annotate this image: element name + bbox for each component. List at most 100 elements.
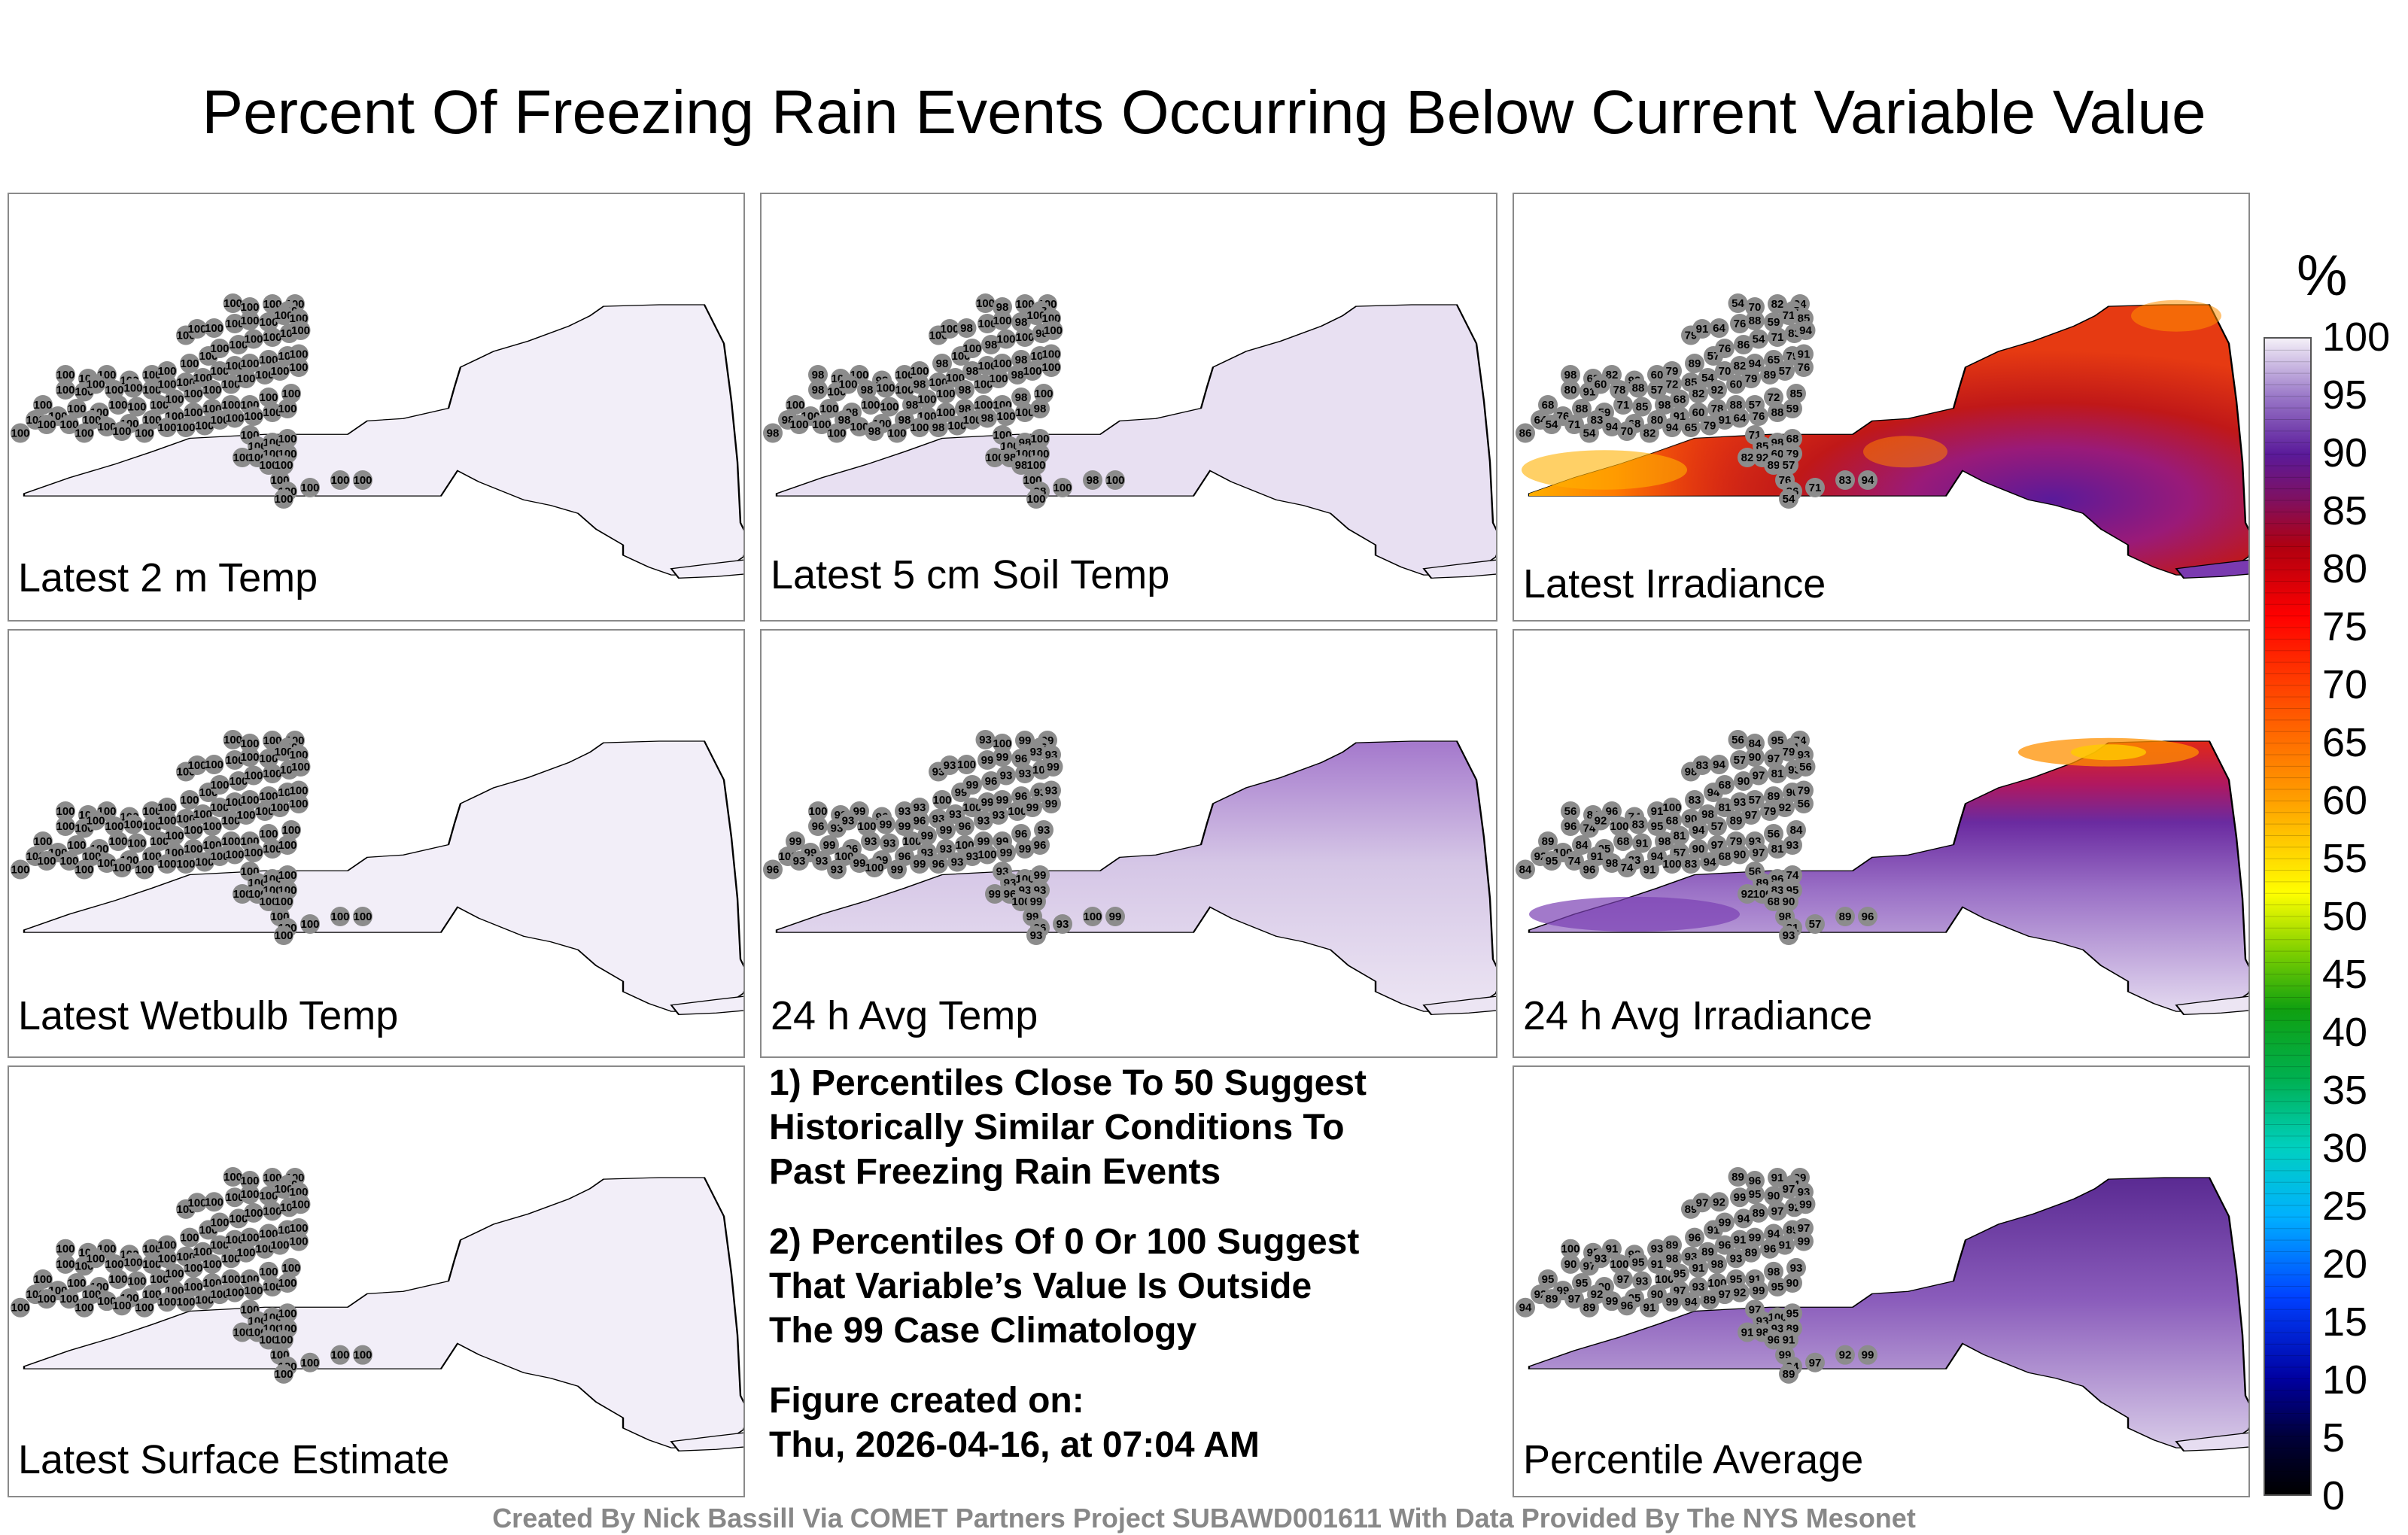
station-dot bbox=[1794, 1231, 1814, 1251]
station-dot bbox=[962, 847, 982, 866]
station-value: 100 bbox=[210, 414, 229, 427]
colorbar-tick-90: 90 bbox=[2322, 430, 2368, 476]
station-value: 79 bbox=[1666, 365, 1679, 378]
station-value: 68 bbox=[1617, 835, 1630, 848]
station-value: 100 bbox=[187, 323, 206, 336]
station-value: 100 bbox=[157, 858, 176, 871]
station-dot bbox=[1026, 892, 1046, 911]
station-value: 100 bbox=[259, 354, 278, 366]
station-dot bbox=[1835, 470, 1855, 490]
station-value: 93 bbox=[1730, 1252, 1743, 1265]
station-value: 93 bbox=[1030, 929, 1043, 942]
station-value: 100 bbox=[142, 1243, 161, 1256]
station-dot bbox=[1015, 839, 1035, 859]
station-value: 82 bbox=[1692, 388, 1705, 400]
station-value: 100 bbox=[278, 1277, 296, 1290]
station-value: 100 bbox=[184, 388, 202, 400]
station-dot bbox=[33, 395, 53, 415]
station-dot bbox=[962, 339, 982, 358]
station-dot bbox=[123, 378, 143, 398]
station-dot bbox=[108, 395, 128, 415]
station-dot bbox=[1783, 835, 1802, 855]
station-value: 86 bbox=[1519, 427, 1532, 440]
station-dot bbox=[1726, 374, 1746, 394]
station-dot bbox=[1730, 408, 1750, 428]
station-dot bbox=[263, 403, 282, 422]
station-value: 64 bbox=[1734, 412, 1747, 425]
station-dot bbox=[1662, 810, 1682, 831]
station-value: 91 bbox=[1734, 1234, 1747, 1247]
station-value: 100 bbox=[281, 388, 300, 400]
station-value: 100 bbox=[176, 421, 195, 434]
panel-label: Latest Wetbulb Temp bbox=[18, 993, 399, 1038]
station-value: 96 bbox=[1583, 864, 1596, 877]
station-value: 83 bbox=[1591, 414, 1604, 427]
ny-map: 5684957491988394579097799356849674911008… bbox=[1516, 730, 2248, 1016]
station-dot bbox=[142, 801, 162, 821]
station-dot bbox=[1647, 816, 1667, 836]
station-value: 100 bbox=[82, 414, 101, 427]
station-value: 99 bbox=[914, 858, 926, 871]
station-dot bbox=[263, 764, 282, 783]
station-value: 100 bbox=[221, 815, 240, 828]
station-dot bbox=[1564, 851, 1584, 871]
station-value: 88 bbox=[1632, 382, 1645, 395]
station-value: 95 bbox=[1674, 1267, 1686, 1280]
station-dot bbox=[981, 771, 1001, 791]
station-value: 100 bbox=[259, 1334, 278, 1347]
station-value: 97 bbox=[1696, 1196, 1709, 1209]
station-value: 84 bbox=[1790, 824, 1803, 837]
station-value: 100 bbox=[187, 1196, 206, 1209]
station-value: 100 bbox=[1015, 298, 1034, 311]
colorbar-tick-75: 75 bbox=[2322, 604, 2368, 649]
station-dot bbox=[274, 1330, 293, 1350]
station-value: 100 bbox=[330, 474, 349, 487]
colorbar-tick-25: 25 bbox=[2322, 1184, 2368, 1229]
station-value: 98 bbox=[936, 357, 949, 370]
station-value: 99 bbox=[853, 857, 866, 870]
station-value: 100 bbox=[353, 1349, 372, 1362]
station-value: 98 bbox=[1659, 399, 1671, 412]
station-dot bbox=[1681, 1292, 1701, 1312]
station-value: 83 bbox=[1632, 819, 1645, 831]
station-value: 89 bbox=[1704, 1294, 1716, 1307]
station-dot bbox=[112, 421, 132, 441]
station-value: 65 bbox=[1685, 421, 1698, 434]
station-value: 100 bbox=[223, 1171, 242, 1184]
station-value: 74 bbox=[1568, 855, 1581, 868]
station-dot bbox=[1728, 1167, 1748, 1187]
station-value: 100 bbox=[123, 382, 142, 395]
station-dot bbox=[142, 1239, 162, 1259]
station-dot bbox=[1034, 820, 1054, 840]
station-dot bbox=[1602, 1291, 1622, 1312]
station-dot bbox=[108, 1269, 128, 1289]
station-dot bbox=[263, 327, 282, 347]
station-dot bbox=[1516, 859, 1535, 880]
station-value: 100 bbox=[56, 1243, 74, 1256]
station-value: 100 bbox=[150, 835, 169, 848]
station-dot bbox=[1709, 318, 1729, 338]
station-value: 100 bbox=[289, 785, 308, 798]
station-dot bbox=[204, 755, 224, 774]
station-value: 100 bbox=[233, 1326, 251, 1339]
station-value: 95 bbox=[1771, 734, 1784, 747]
station-dot bbox=[1628, 378, 1648, 398]
station-dot bbox=[187, 319, 207, 339]
station-value: 99 bbox=[1034, 869, 1047, 882]
station-dot bbox=[1538, 831, 1558, 851]
station-value: 100 bbox=[240, 737, 259, 750]
station-value: 100 bbox=[1026, 309, 1045, 322]
station-value: 97 bbox=[1745, 809, 1758, 822]
station-dot bbox=[1715, 1212, 1735, 1233]
station-dot bbox=[1728, 730, 1748, 749]
station-value: 100 bbox=[835, 850, 853, 863]
station-value: 100 bbox=[255, 805, 274, 818]
station-value: 97 bbox=[1753, 770, 1765, 783]
station-dot bbox=[37, 415, 56, 434]
station-value: 90 bbox=[1749, 751, 1762, 764]
station-value: 98 bbox=[1564, 369, 1577, 381]
station-dot bbox=[936, 403, 956, 422]
station-value: 76 bbox=[1753, 410, 1765, 423]
station-dot bbox=[1685, 790, 1704, 810]
